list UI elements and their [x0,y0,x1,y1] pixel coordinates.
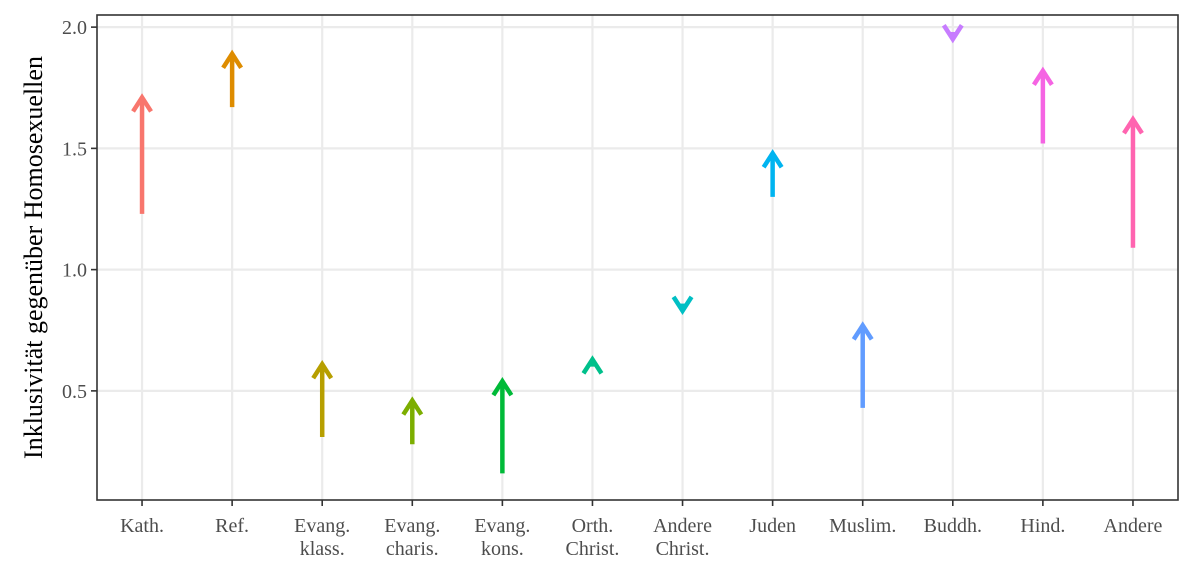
arrow-head [221,49,244,70]
x-tick-label: Evang. charis. [384,515,440,560]
x-tick-label: Andere [1104,515,1163,537]
arrow-head [131,93,153,113]
arrow-head [941,24,964,44]
y-tick-label: 0.5 [62,381,87,403]
y-axis-title: Inklusivität gegenüber Homosexuellen [19,56,48,459]
axes: 0.5 1.0 1.5 2.0 Kath. Ref. Evang. klass. Evang. c… [62,17,1163,560]
arrow [491,377,514,474]
arrow-head [491,377,514,397]
arrow-head [311,360,334,380]
arrow [671,295,694,316]
x-tick-label: Evang. kons. [474,515,530,560]
x-tick-label: Kath. [120,515,164,537]
arrow-head [581,355,604,375]
x-tick-label: Orth. Christ. [566,515,620,560]
arrow [1031,66,1054,144]
y-tick-label: 1.5 [62,138,87,160]
arrow-head [671,295,694,316]
arrow [1122,115,1144,248]
arrow [851,321,874,408]
x-tick-label: Juden [749,515,796,537]
panel-border [96,14,1179,501]
arrow [131,93,153,214]
x-tick-label: Ref. [215,515,249,537]
arrow [311,360,334,437]
arrow [761,149,784,197]
arrow [581,355,604,375]
arrows [131,24,1144,474]
arrow [221,49,244,108]
x-tick-label: Muslim. [829,515,896,537]
x-tick-label: Andere Christ. [653,515,712,560]
x-tick-label: Buddh. [924,515,982,537]
arrow-head [1031,66,1054,86]
x-tick-label: Hind. [1020,515,1065,537]
arrow [941,24,964,44]
arrow-head [401,396,424,416]
y-tick-label: 1.0 [62,260,87,282]
arrow-head [851,321,874,341]
y-tick-label: 2.0 [62,17,87,39]
x-tick-label: Evang. klass. [294,515,350,560]
arrow [401,396,424,445]
arrow-head [1122,115,1144,135]
arrow-head [761,149,784,169]
